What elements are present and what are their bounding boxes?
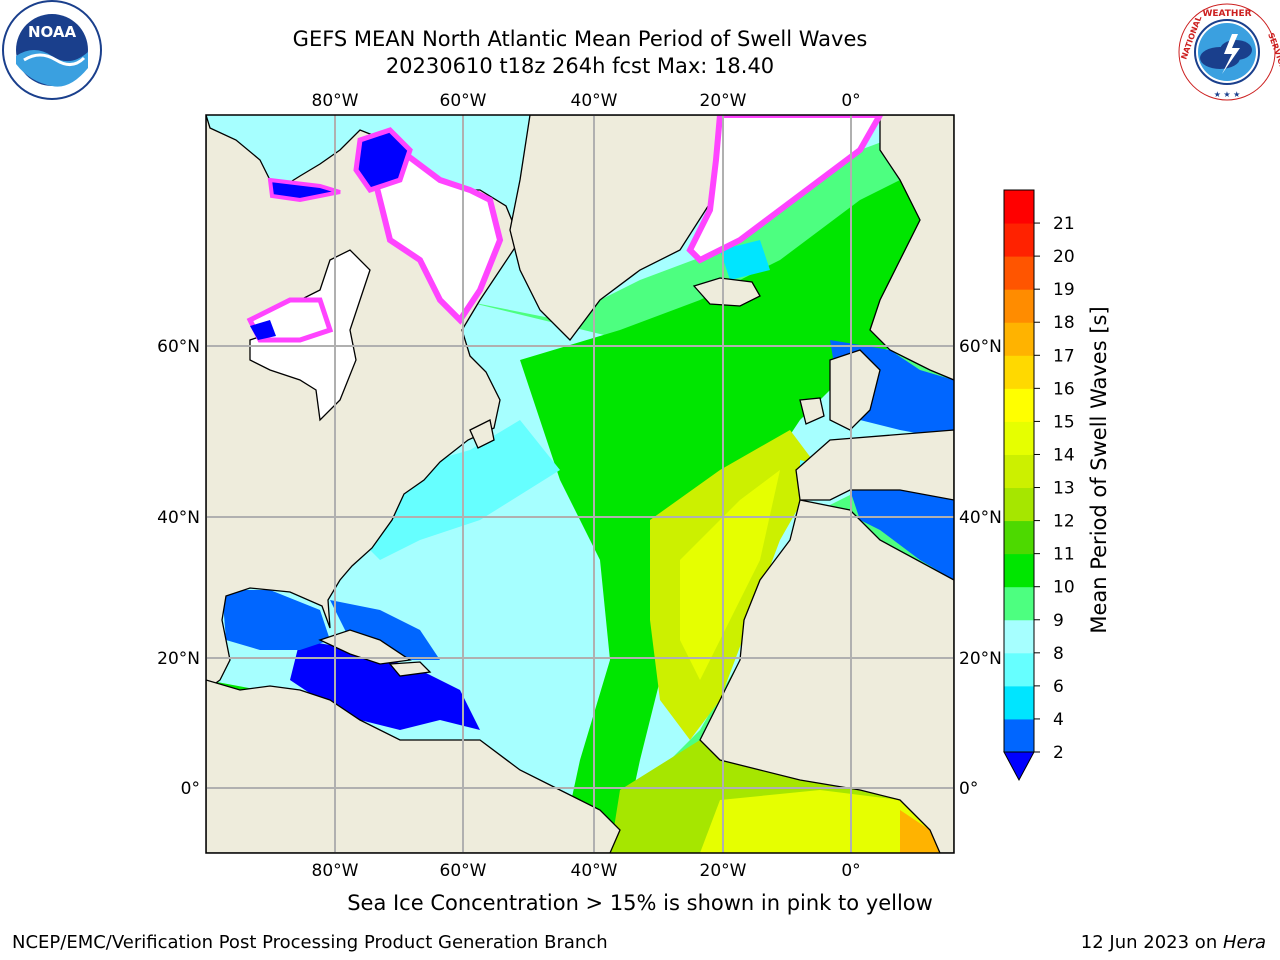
lon-label: 80°W bbox=[312, 91, 359, 111]
nws-logo: WEATHER NATIONAL SERVICE ★ ★ ★ bbox=[1178, 3, 1280, 101]
colorbar-tick-label: 19 bbox=[1053, 280, 1075, 300]
footer-date-text: 12 Jun 2023 on bbox=[1080, 932, 1223, 953]
lat-label: 40°N bbox=[959, 508, 1002, 528]
colorbar-tick-label: 12 bbox=[1053, 512, 1075, 532]
lat-label: 0° bbox=[181, 779, 200, 799]
colorbar-tick-label: 21 bbox=[1053, 214, 1075, 234]
map-frame bbox=[205, 114, 955, 854]
map-area bbox=[206, 115, 954, 853]
colorbar-segment bbox=[1004, 487, 1034, 522]
svg-text:★ ★ ★: ★ ★ ★ bbox=[1214, 90, 1241, 99]
lat-label: 0° bbox=[959, 779, 978, 799]
swell-green-core bbox=[520, 160, 954, 853]
svg-text:NOAA: NOAA bbox=[28, 23, 77, 41]
colorbar-tick-label: 11 bbox=[1053, 545, 1075, 565]
swell-yellow-core bbox=[680, 470, 780, 680]
lat-label: 60°N bbox=[157, 337, 200, 357]
lon-label: 0° bbox=[841, 861, 860, 881]
colorbar-tick-label: 18 bbox=[1053, 313, 1075, 333]
lon-label: 20°W bbox=[700, 861, 747, 881]
land-iceland bbox=[692, 277, 761, 307]
lat-label: 60°N bbox=[959, 337, 1002, 357]
lat-label: 40°N bbox=[157, 508, 200, 528]
colorbar-segment bbox=[1004, 619, 1034, 654]
colorbar-title: Mean Period of Swell Waves [s] bbox=[1087, 306, 1111, 633]
lon-label: 60°W bbox=[440, 91, 487, 111]
chart-title: GEFS MEAN North Atlantic Mean Period of … bbox=[292, 27, 868, 51]
colorbar-tick-label: 4 bbox=[1053, 710, 1064, 730]
lon-label: 40°W bbox=[571, 861, 618, 881]
lat-label: 20°N bbox=[157, 649, 200, 669]
swell-gulf bbox=[222, 590, 330, 650]
chart-subtitle: 20230610 t18z 264h fcst Max: 18.40 bbox=[385, 54, 775, 78]
colorbar-frame bbox=[1003, 189, 1035, 753]
colorbar: 2 4 6 8 9 10 11 12 13 14 15 16 17 18 19 20 21 bbox=[1003, 189, 1075, 782]
footer-host: Hera bbox=[1222, 932, 1266, 953]
colorbar-segment bbox=[1004, 520, 1034, 555]
lat-label: 20°N bbox=[959, 649, 1002, 669]
colorbar-segment bbox=[1004, 190, 1034, 224]
colorbar-segment bbox=[1004, 355, 1034, 389]
lon-label: 40°W bbox=[571, 91, 618, 111]
colorbar-tick-label: 10 bbox=[1053, 578, 1075, 598]
colorbar-segment bbox=[1004, 652, 1034, 687]
lon-label: 20°W bbox=[700, 91, 747, 111]
colorbar-segment bbox=[1004, 718, 1034, 753]
colorbar-segment bbox=[1004, 322, 1034, 356]
colorbar-segment bbox=[1004, 421, 1034, 455]
colorbar-segment bbox=[1004, 586, 1034, 621]
lon-label: 60°W bbox=[440, 861, 487, 881]
colorbar-segment bbox=[1004, 256, 1034, 290]
colorbar-segment bbox=[1004, 553, 1034, 588]
sea-ice-baffin bbox=[366, 146, 504, 325]
sea-ice-arctic bbox=[686, 115, 884, 264]
colorbar-tick-label: 9 bbox=[1053, 611, 1064, 631]
sea-ice-caption: Sea Ice Concentration > 15% is shown in … bbox=[347, 891, 933, 915]
colorbar-segment bbox=[1004, 289, 1034, 323]
colorbar-tick-label: 8 bbox=[1053, 644, 1064, 664]
colorbar-tick-label: 16 bbox=[1053, 379, 1075, 399]
footer-credit: NCEP/EMC/Verification Post Processing Pr… bbox=[12, 932, 608, 953]
svg-text:WEATHER: WEATHER bbox=[1202, 9, 1251, 19]
colorbar-under-triangle bbox=[1003, 751, 1035, 782]
land-south-america bbox=[206, 679, 621, 853]
colorbar-tick-label: 14 bbox=[1053, 445, 1075, 465]
lon-label: 0° bbox=[841, 91, 860, 111]
footer-date: 12 Jun 2023 on Hera bbox=[1081, 932, 1266, 953]
colorbar-segment bbox=[1004, 685, 1034, 720]
colorbar-tick-label: 2 bbox=[1053, 743, 1064, 763]
colorbar-segment bbox=[1004, 388, 1034, 422]
colorbar-segment bbox=[1004, 454, 1034, 489]
lon-labels-bottom: 80°W 60°W 40°W 20°W 0° bbox=[312, 861, 861, 881]
noaa-logo: NOAA bbox=[2, 0, 102, 100]
lon-label: 80°W bbox=[312, 861, 359, 881]
colorbar-tick-label: 6 bbox=[1053, 677, 1064, 697]
lon-labels-top: 80°W 60°W 40°W 20°W 0° bbox=[312, 91, 861, 111]
lat-labels-left: 60°N 40°N 20°N 0° bbox=[157, 337, 200, 799]
colorbar-tick-label: 20 bbox=[1053, 247, 1075, 267]
colorbar-segment bbox=[1004, 223, 1034, 257]
land-africa bbox=[699, 499, 954, 853]
land-europe bbox=[869, 115, 954, 381]
colorbar-tick-label: 17 bbox=[1053, 346, 1075, 366]
graticule bbox=[206, 115, 954, 853]
lat-labels-right: 60°N 40°N 20°N 0° bbox=[959, 337, 1002, 799]
colorbar-tick-label: 13 bbox=[1053, 479, 1075, 499]
colorbar-tick-label: 15 bbox=[1053, 412, 1075, 432]
